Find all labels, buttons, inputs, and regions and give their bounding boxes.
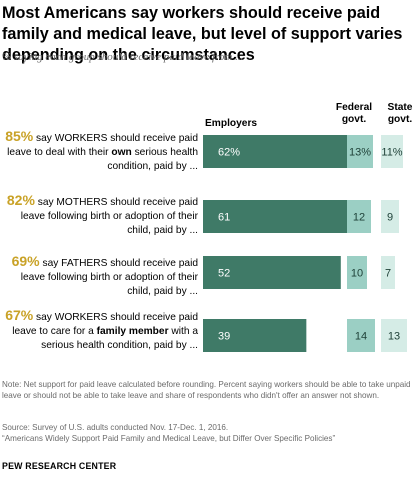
bar-employers-0 [203,135,368,168]
bar-value-label: 10 [351,268,363,280]
row-text-emphasis: own [111,147,132,158]
bar-federal-govt-2 [347,256,367,289]
bar-value-label: 12 [353,212,365,224]
column-header-employers: Employers [205,118,258,129]
bar-state-govt-0 [381,135,403,168]
bar-employers-3 [203,319,307,352]
row-label-fathers: 69% say FATHERS should receive paid leav… [0,254,198,299]
chart-note: Note: Net support for paid leave calcula… [2,380,411,400]
chart-subtitle: % saying each group should receive paid … [2,51,244,63]
bar-value-label: 9 [387,212,393,224]
bar-value-label: 62% [218,147,240,159]
bar-state-govt-2 [381,256,395,289]
row-pct: 82% [6,192,35,208]
column-header-federal: Federal govt. [335,102,373,125]
bar-chart: 62% 61 52 39 13% 12 10 14 11% 9 7 13 [203,135,407,352]
bar-value-label: 7 [385,268,391,280]
row-label-workers-family: 67% say WORKERS should receive paid leav… [0,308,198,353]
row-label-mothers: 82% say MOTHERS should receive paid leav… [0,193,198,238]
bar-state-govt-3 [381,319,407,352]
row-label-workers-own: 85% say WORKERS should receive paid leav… [0,129,198,174]
row-text: say FATHERS should receive paid leave fo… [20,258,198,297]
row-text: with a serious health condition, paid by… [41,326,198,351]
bar-employers-1 [203,200,365,233]
row-pct: 69% [11,253,40,269]
row-pct: 85% [5,128,34,144]
bar-value-label: 11% [381,147,402,159]
bar-federal-govt-0 [347,135,373,168]
bar-federal-govt-3 [347,319,375,352]
org-name: PEW RESEARCH CENTER [2,461,117,471]
bar-value-label: 61 [218,212,230,224]
bar-value-label: 52 [218,268,230,280]
row-text: say WORKERS should receive paid leave to… [7,133,198,158]
chart-title: Most Americans say workers should receiv… [2,4,403,64]
bar-value-label: 39 [218,331,230,343]
bar-state-govt-1 [381,200,399,233]
bar-value-label: 13 [388,331,400,343]
row-text: serious health condition, paid by ... [107,147,198,172]
report-title: “Americans Widely Support Paid Family an… [2,434,336,443]
bar-value-label: 13% [349,147,371,159]
row-text: say MOTHERS should receive paid leave fo… [20,197,198,236]
bar-federal-govt-1 [347,200,371,233]
chart-source: Source: Survey of U.S. adults conducted … [2,423,229,432]
row-text-emphasis: family member [96,326,169,337]
row-pct: 67% [5,307,34,323]
row-text: say WORKERS should receive paid leave to… [12,312,198,337]
bar-employers-2 [203,256,341,289]
bar-value-label: 14 [355,331,367,343]
column-header-state: State govt. [387,102,413,125]
